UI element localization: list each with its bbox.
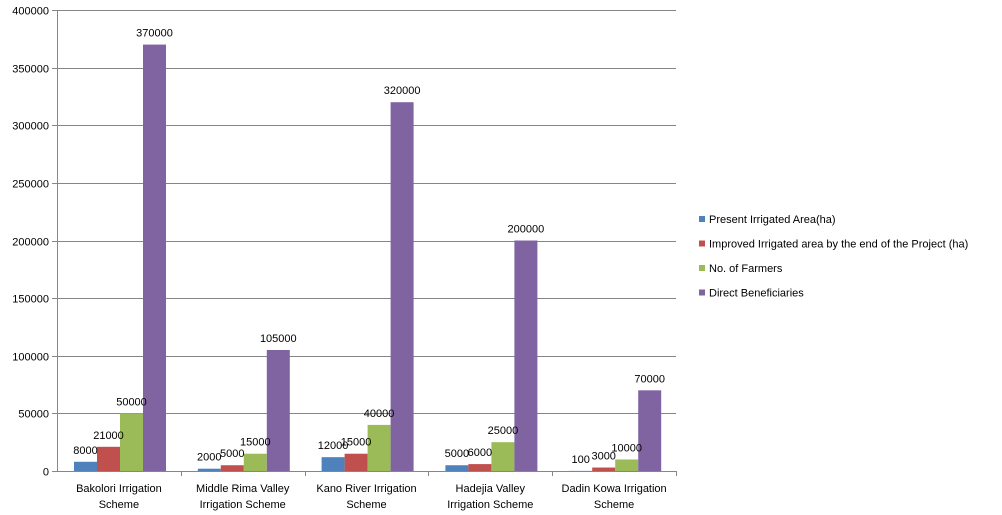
- data-label: 8000: [73, 445, 97, 457]
- data-label: 25000: [488, 425, 519, 437]
- y-tick-label: 400000: [12, 6, 49, 18]
- bar: [243, 453, 267, 471]
- legend-swatch: [699, 216, 705, 222]
- data-label: 5000: [220, 448, 244, 460]
- data-label: 15000: [240, 437, 271, 449]
- data-label: 370000: [136, 28, 173, 40]
- legend-label: Direct Beneficiaries: [709, 288, 804, 300]
- bar: [266, 349, 290, 471]
- data-label: 3000: [591, 451, 615, 463]
- data-label: 200000: [508, 224, 545, 236]
- legend-swatch: [699, 240, 705, 247]
- bars: [74, 44, 662, 471]
- y-tick-label: 250000: [12, 179, 49, 191]
- bar: [120, 413, 143, 471]
- data-label: 15000: [341, 437, 372, 449]
- x-category-label: Kano River Irrigation: [316, 483, 416, 495]
- legend-label: No. of Farmers: [709, 263, 783, 275]
- bar: [491, 442, 515, 471]
- x-category-label: Scheme: [99, 499, 139, 511]
- bar: [592, 467, 616, 471]
- y-tick-label: 100000: [12, 352, 49, 364]
- bar: [220, 465, 244, 471]
- legend-label: Present Irrigated Area(ha): [709, 214, 836, 226]
- bar: [468, 464, 492, 471]
- y-axis-tick-labels: 0 50000 100000 150000 200000 250000 300000 3500…: [12, 6, 49, 479]
- y-tick-label: 50000: [18, 409, 49, 421]
- x-category-label: Scheme: [594, 499, 634, 511]
- data-label: 6000: [468, 447, 492, 459]
- bar: [367, 424, 391, 471]
- data-label: 320000: [384, 85, 421, 97]
- data-label: 105000: [260, 333, 297, 345]
- x-axis-category-labels: Bakolori Irrigation Scheme Middle Rima Val…: [76, 483, 667, 511]
- bar: [197, 468, 221, 471]
- data-label: 50000: [116, 396, 147, 408]
- x-category-label: Irrigation Scheme: [447, 499, 533, 511]
- bar: [74, 461, 97, 471]
- x-category-label: Middle Rima Valley: [196, 483, 290, 495]
- legend-label: Improved Irrigated area by the end of th…: [709, 239, 968, 251]
- data-label: 100: [572, 454, 590, 466]
- bar: [390, 102, 414, 471]
- data-label: 12000: [318, 440, 349, 452]
- x-category-label: Bakolori Irrigation: [76, 483, 162, 495]
- bar: [143, 44, 166, 471]
- legend-swatch: [699, 289, 705, 296]
- bar: [615, 459, 639, 471]
- data-label: 70000: [634, 373, 665, 385]
- legend-swatch: [699, 265, 705, 271]
- data-label: 10000: [611, 442, 642, 454]
- y-tick-label: 0: [43, 467, 49, 479]
- data-label: 5000: [445, 448, 469, 460]
- y-tick-label: 300000: [12, 121, 49, 133]
- bar: [514, 240, 538, 471]
- axes: [52, 10, 677, 476]
- data-labels: 8000210005000037000020005000150001050001…: [73, 28, 665, 466]
- y-tick-label: 150000: [12, 294, 49, 306]
- x-category-label: Scheme: [346, 499, 386, 511]
- data-label: 40000: [364, 408, 395, 420]
- bar: [344, 453, 368, 471]
- bar: [321, 457, 345, 471]
- y-tick-label: 200000: [12, 237, 49, 249]
- legend: Present Irrigated Area(ha) Improved Irrig…: [699, 214, 968, 300]
- y-tick-label: 350000: [12, 64, 49, 76]
- bar: [638, 390, 662, 471]
- bar: [445, 465, 469, 471]
- data-label: 21000: [93, 430, 124, 442]
- x-category-label: Hadejia Valley: [456, 483, 526, 495]
- data-label: 2000: [197, 452, 221, 464]
- x-category-label: Irrigation Scheme: [200, 499, 286, 511]
- x-category-label: Dadin Kowa Irrigation: [562, 483, 667, 495]
- bar: [97, 446, 120, 471]
